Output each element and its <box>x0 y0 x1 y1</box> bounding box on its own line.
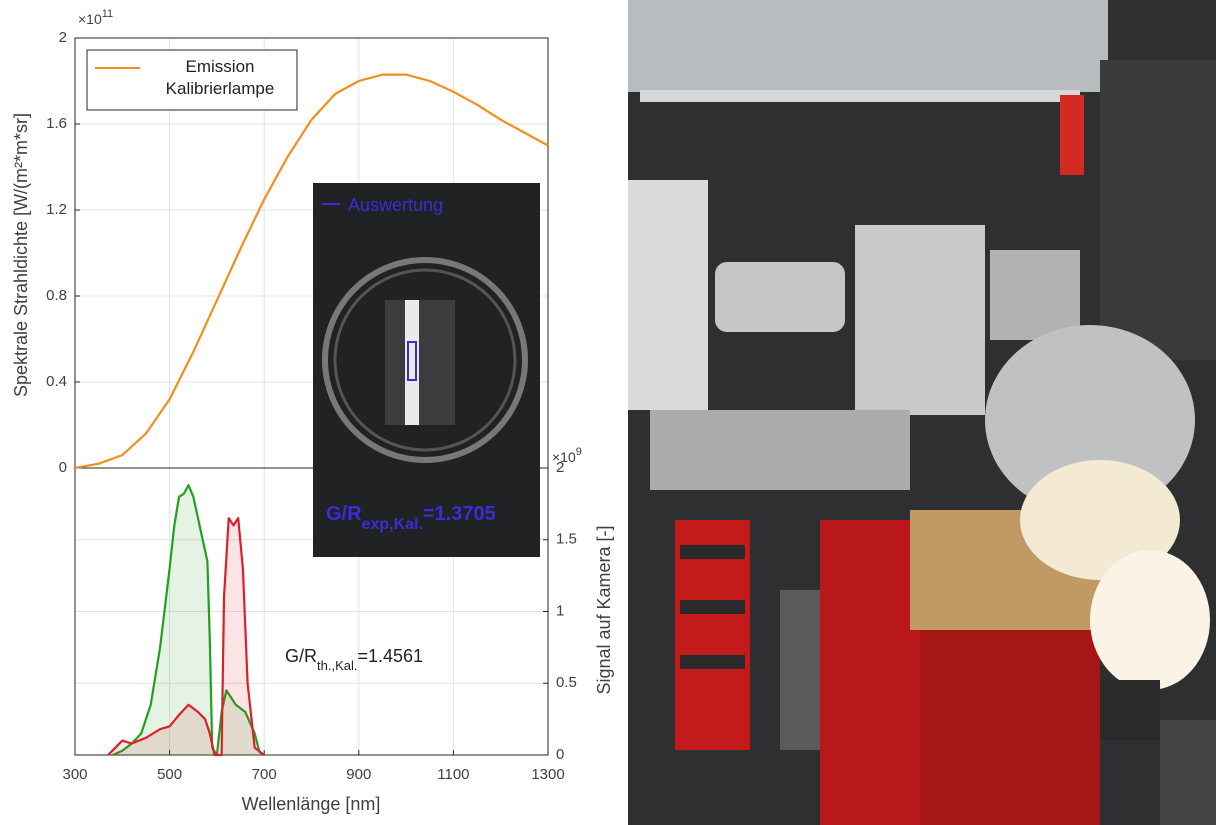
y2-axis-label: Signal auf Kamera [-] <box>594 525 614 694</box>
y-axis-label: Spektrale Strahldichte [W/(m²*m*sr] <box>11 113 31 397</box>
x-tick-label: 300 <box>62 766 87 783</box>
y2-multiplier: ×109 <box>552 446 582 465</box>
y-tick-label: 0.8 <box>46 287 67 304</box>
area <box>112 485 265 755</box>
y2-tick-label: 1.5 <box>556 531 577 548</box>
x-tick-label: 900 <box>346 766 371 783</box>
y-tick-label: 2 <box>59 29 67 46</box>
line <box>74 73 549 470</box>
inset-label: G/Rexp,Kal.=1.3705 <box>326 503 496 533</box>
y2-tick-label: 2 <box>556 459 564 476</box>
inset-image <box>313 183 540 557</box>
annotation-sub: th.,Kal. <box>317 658 357 673</box>
annotation-value: =1.4561 <box>357 646 423 666</box>
y2-tick-label: 0.5 <box>556 674 577 691</box>
x-axis-label: Wellenlänge [nm] <box>242 794 381 814</box>
y2-tick-label: 0 <box>556 746 564 763</box>
x-tick-label: 1300 <box>531 766 564 783</box>
axes-frame <box>74 37 549 756</box>
y-multiplier: ×1011 <box>78 8 113 27</box>
y2-multiplier-base: ×10 <box>552 449 576 465</box>
line <box>107 517 265 757</box>
y2-tick-label: 1 <box>556 602 564 619</box>
annotation: G/Rth.,Kal.=1.4561 <box>285 646 423 673</box>
inset-label-sub: exp,Kal. <box>362 516 423 533</box>
x-tick-label: 1100 <box>437 766 469 783</box>
y-tick-label: 1.2 <box>46 201 67 218</box>
y-tick-label: 1.6 <box>46 115 67 132</box>
legend-box <box>86 49 298 111</box>
y-tick-label: 0 <box>59 459 67 476</box>
y-multiplier-base: ×10 <box>78 11 102 27</box>
y2-multiplier-exp: 9 <box>576 446 582 458</box>
inset-label-main: G/R <box>326 503 362 525</box>
y-multiplier-exp: 11 <box>102 8 113 20</box>
photo <box>628 0 1216 825</box>
x-tick-label: 500 <box>157 766 182 783</box>
annotation-main: G/R <box>285 646 317 666</box>
x-tick-label: 700 <box>252 766 277 783</box>
inset-label-value: =1.3705 <box>423 503 496 525</box>
y-tick-label: 0.4 <box>46 373 67 390</box>
inset-legend: Auswertung <box>348 195 443 215</box>
line <box>112 484 265 757</box>
legend-label: Emission Kalibrierlampe <box>165 57 275 98</box>
